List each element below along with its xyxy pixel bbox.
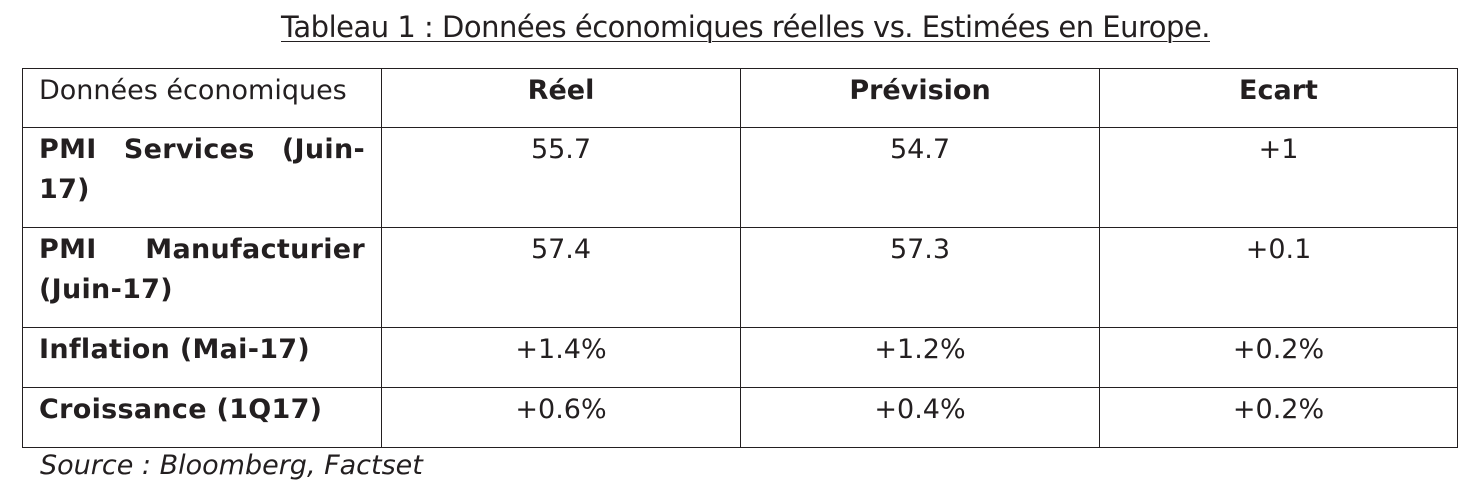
header-reel: Réel [381, 68, 741, 128]
cell-ecart: +0.2% [1099, 327, 1458, 388]
cell-ecart: +0.2% [1099, 387, 1458, 448]
cell-reel: +0.6% [381, 387, 741, 448]
cell-ecart: +0.1 [1099, 227, 1458, 328]
cell-prevision: 57.3 [740, 227, 1100, 328]
header-ecart: Ecart [1099, 68, 1458, 128]
row-label: PMI Manufacturier (Juin-17) [22, 227, 382, 328]
row-label: PMI Services (Juin-17) [22, 127, 382, 228]
source-note: Source : Bloomberg, Factset [40, 450, 423, 481]
header-prevision: Prévision [740, 68, 1100, 128]
table-header-row: Données économiques Réel Prévision Ecart [22, 68, 1458, 128]
table-title: Tableau 1 : Données économiques réelles … [281, 10, 1211, 44]
economic-data-table: Données économiques Réel Prévision Ecart… [22, 68, 1458, 448]
header-donnees-economiques: Données économiques [22, 68, 382, 128]
table-row: Croissance (1Q17) +0.6% +0.4% +0.2% [22, 387, 1458, 448]
cell-reel: 55.7 [381, 127, 741, 228]
table-row: Inflation (Mai-17) +1.4% +1.2% +0.2% [22, 327, 1458, 388]
cell-reel: +1.4% [381, 327, 741, 388]
cell-prevision: +1.2% [740, 327, 1100, 388]
row-label: Croissance (1Q17) [22, 387, 382, 448]
cell-ecart: +1 [1099, 127, 1458, 228]
table-row: PMI Manufacturier (Juin-17) 57.4 57.3 +0… [22, 227, 1458, 328]
table-row: PMI Services (Juin-17) 55.7 54.7 +1 [22, 127, 1458, 228]
cell-prevision: +0.4% [740, 387, 1100, 448]
cell-reel: 57.4 [381, 227, 741, 328]
cell-prevision: 54.7 [740, 127, 1100, 228]
row-label: Inflation (Mai-17) [22, 327, 382, 388]
